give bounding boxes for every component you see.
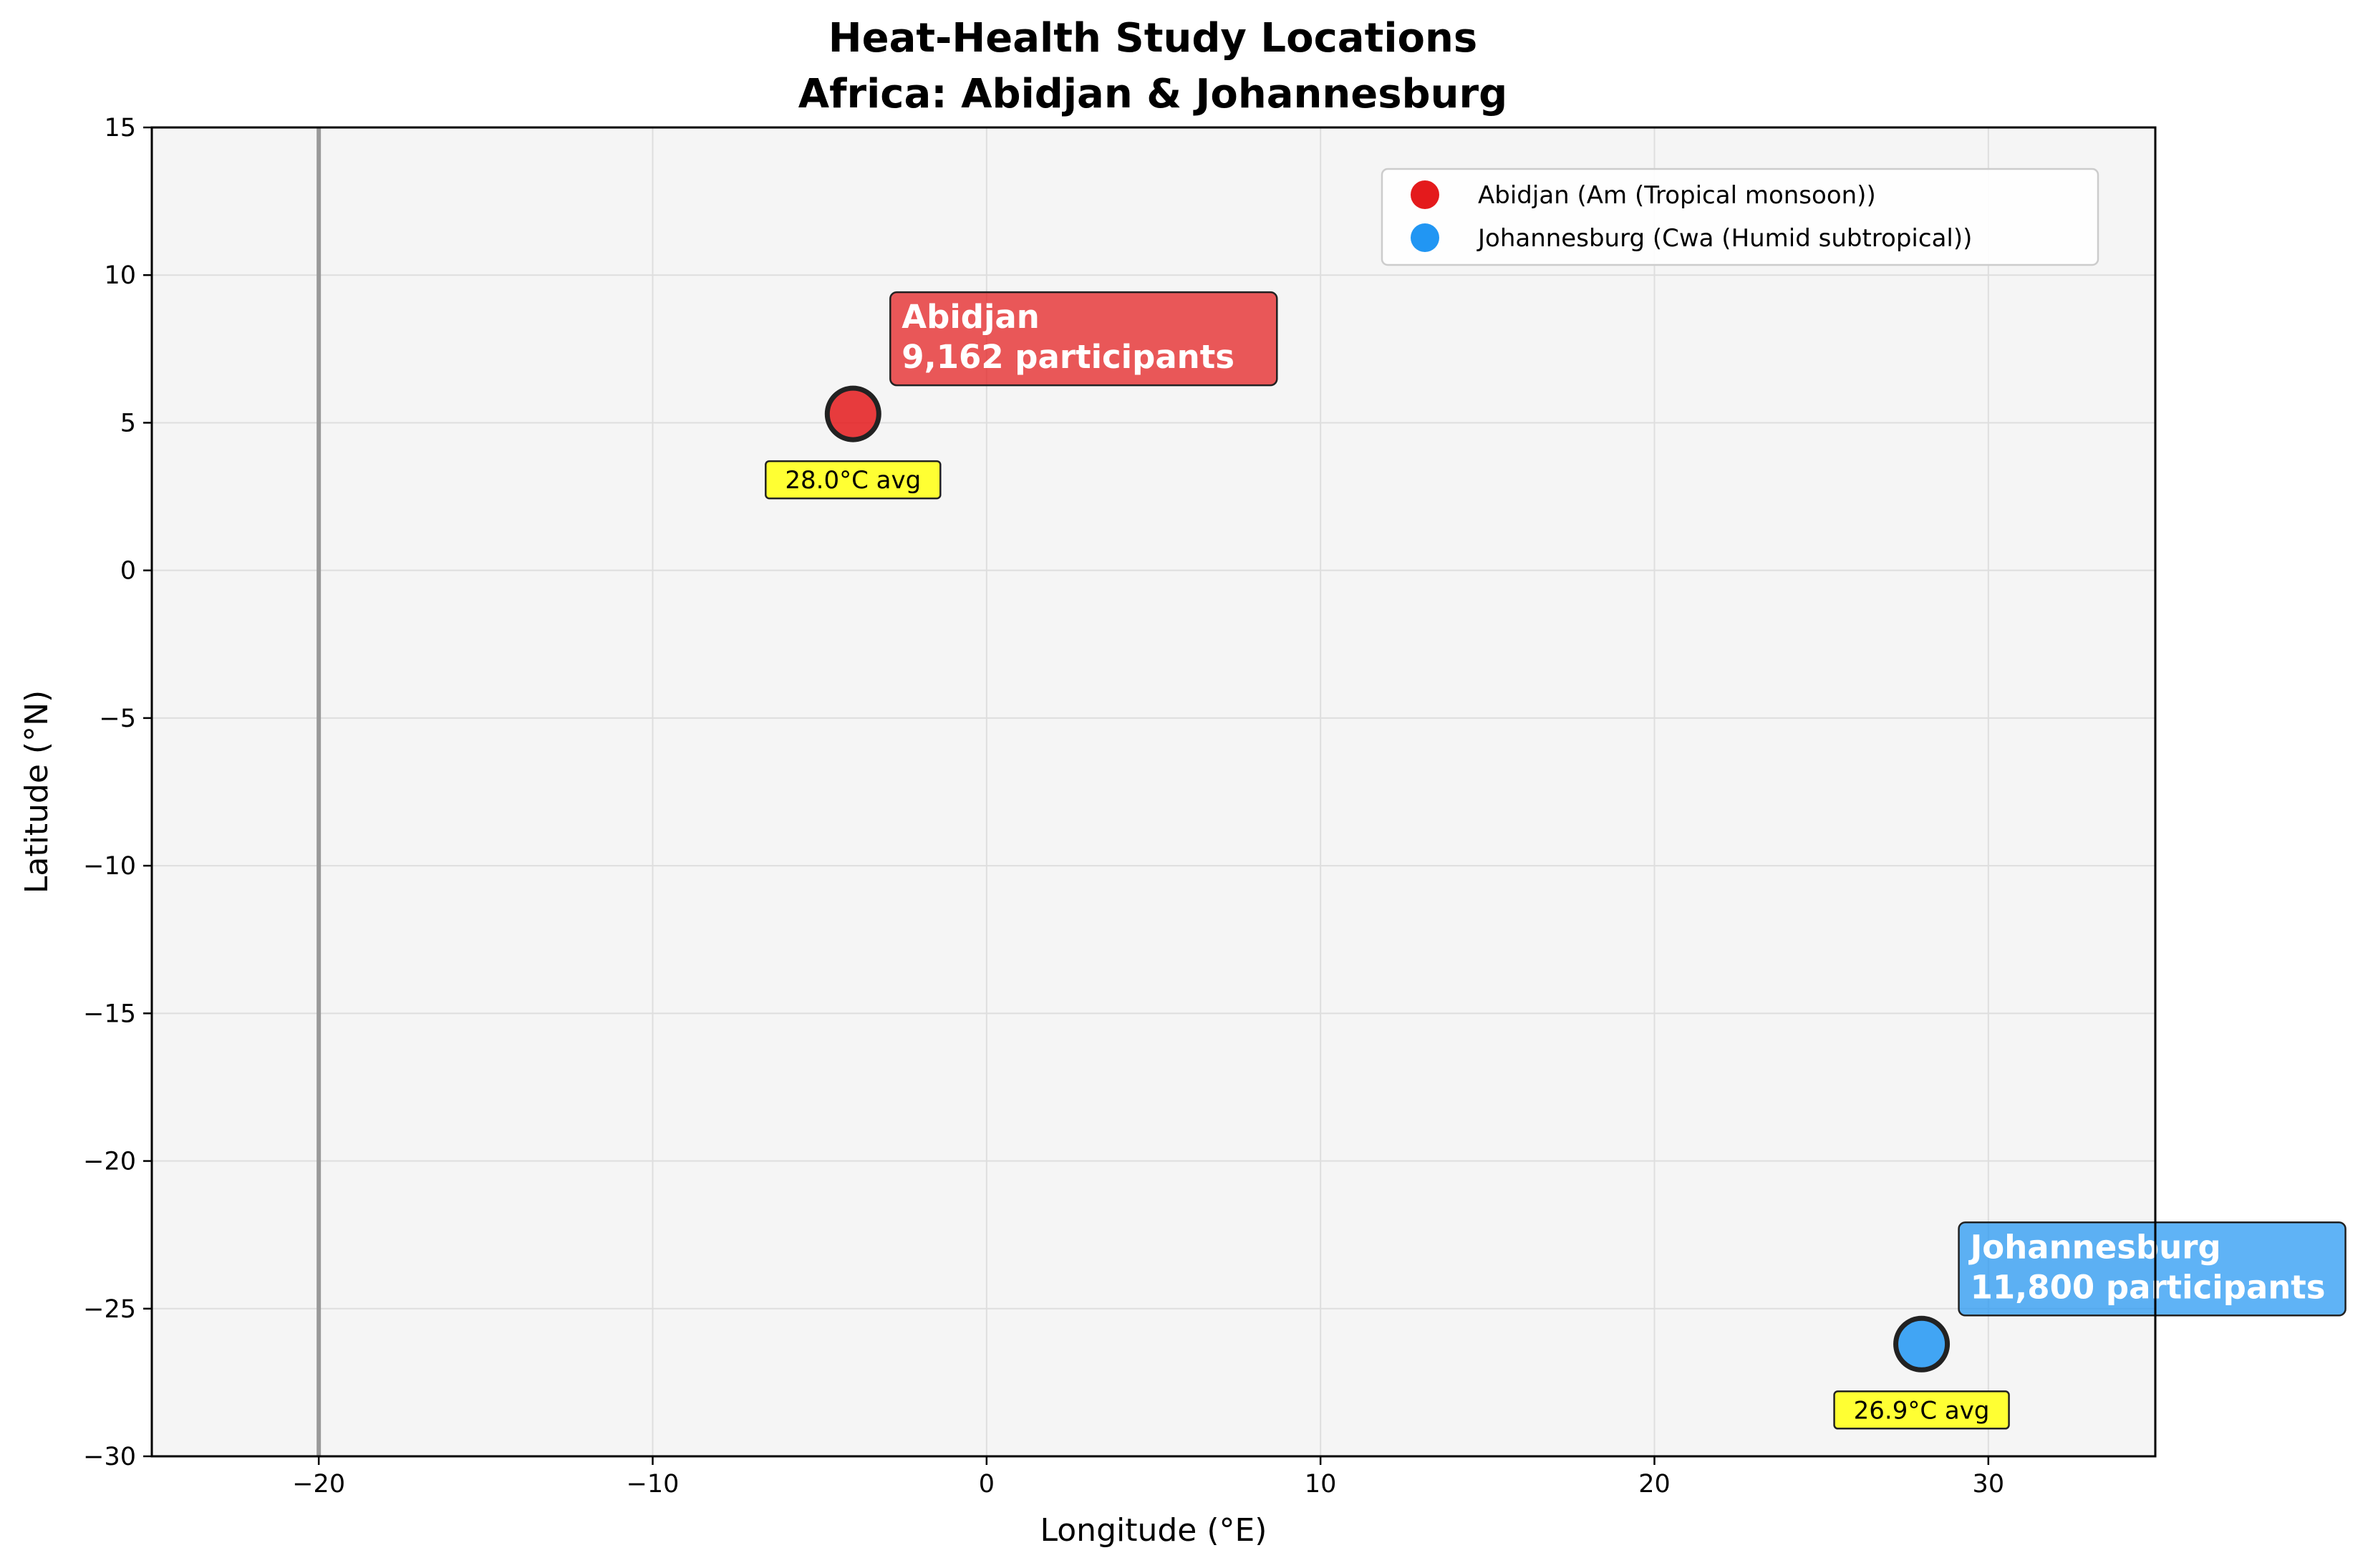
data-points (824, 385, 1951, 1373)
y-axis-label: Latitude (°N) (19, 690, 55, 894)
callout-city: Abidjan (902, 298, 1040, 336)
y-axis-ticks: 15 10 5 0 −5 −10 −15 −20 −25 −30 (83, 114, 152, 1471)
legend: Abidjan (Am (Tropical monsoon)) Johannesb… (1381, 168, 2099, 266)
y-tick-label: −30 (83, 1443, 136, 1471)
y-tick-label: −15 (83, 1000, 136, 1028)
y-tick-label: 10 (104, 261, 136, 290)
x-tick-label: 20 (1638, 1470, 1671, 1499)
plot-frame (150, 126, 2157, 1458)
legend-label: Abidjan (Am (Tropical monsoon)) (1478, 181, 1876, 210)
callout-participants: 11,800 participants (1971, 1268, 2326, 1306)
y-tick-label: −10 (83, 852, 136, 881)
x-tick-label: 10 (1305, 1470, 1337, 1499)
x-tick-label: 30 (1973, 1470, 2005, 1499)
temperature-label: 28.0°C avg (785, 466, 921, 495)
y-tick-label: −25 (83, 1295, 136, 1324)
legend-marker (1411, 223, 1439, 252)
callout-box (1958, 1221, 2346, 1317)
chart-title-line-2: Africa: Abidjan & Johannesburg (798, 71, 1507, 117)
temperature-badge (1833, 1390, 2010, 1430)
y-tick-label: −5 (99, 705, 136, 733)
y-tick-label: 5 (120, 409, 136, 437)
callout-participants: 9,162 participants (902, 338, 1234, 376)
y-tick-label: 15 (104, 114, 136, 142)
x-axis-ticks: −20 −10 0 10 20 30 (292, 1456, 2004, 1499)
x-tick-label: −10 (627, 1470, 680, 1499)
legend-label: Johannesburg (Cwa (Humid subtropical)) (1476, 224, 1972, 253)
x-tick-label: −20 (292, 1470, 345, 1499)
callout-box (889, 291, 1278, 387)
x-axis-label: Longitude (°E) (1040, 1512, 1267, 1549)
legend-marker (1411, 180, 1439, 209)
data-point (1893, 1315, 1951, 1373)
y-tick-label: −20 (83, 1148, 136, 1176)
data-point (824, 385, 881, 442)
temperature-label: 26.9°C avg (1854, 1396, 1990, 1425)
chart-title-line-1: Heat-Health Study Locations (828, 15, 1477, 62)
y-tick-label: 0 (120, 557, 136, 586)
temperature-badge (765, 460, 942, 500)
callout-city: Johannesburg (1968, 1228, 2221, 1266)
x-tick-label: 0 (979, 1470, 995, 1499)
legend-box (1381, 168, 2099, 266)
